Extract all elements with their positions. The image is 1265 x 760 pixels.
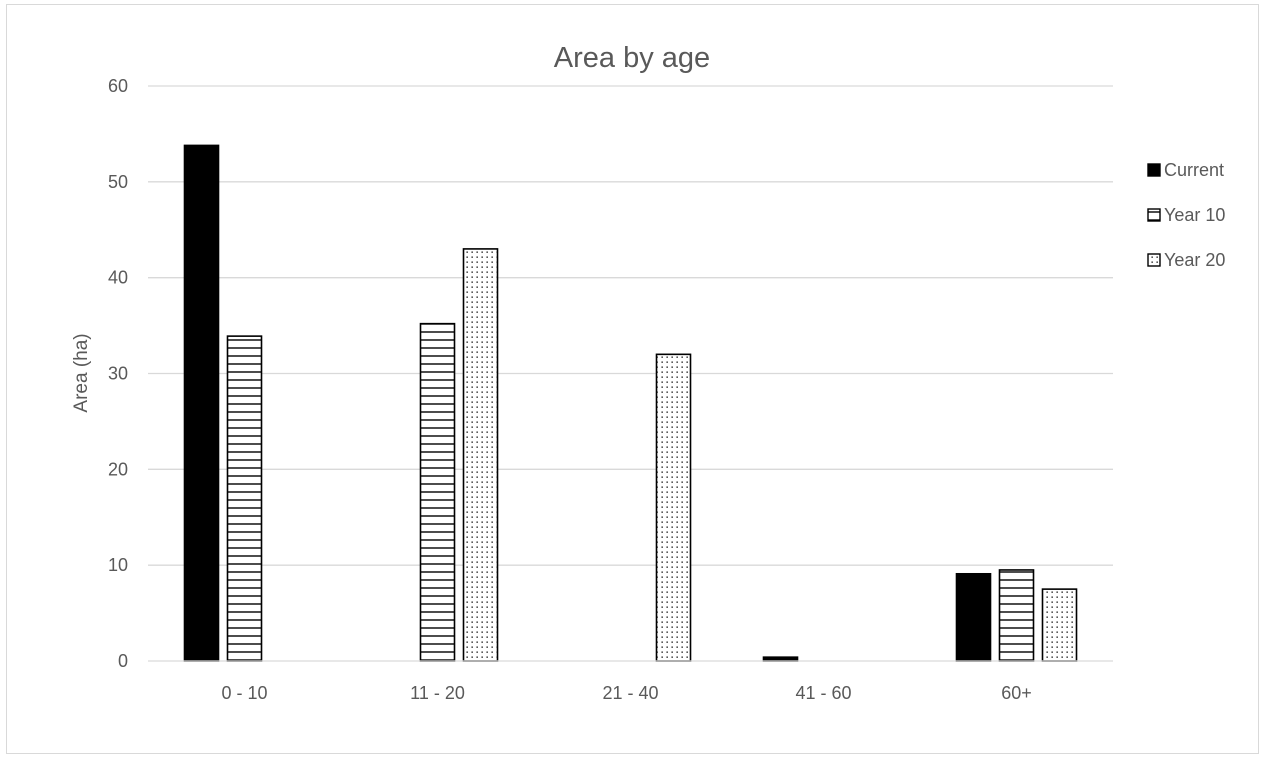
y-tick-label: 30 xyxy=(108,364,128,384)
x-tick-label: 41 - 60 xyxy=(795,683,851,703)
legend-label: Year 10 xyxy=(1164,205,1225,225)
bar-year-20 xyxy=(1041,588,1078,662)
bars xyxy=(183,144,1078,662)
bar-year-10 xyxy=(419,322,456,662)
bar-year-10 xyxy=(998,569,1035,662)
chart-title: Area by age xyxy=(554,42,710,74)
x-tick-label: 21 - 40 xyxy=(602,683,658,703)
legend-swatch xyxy=(1147,163,1161,177)
y-tick-label: 50 xyxy=(108,172,128,192)
bar-year-20 xyxy=(462,248,499,662)
x-tick-label: 0 - 10 xyxy=(221,683,267,703)
bar-current xyxy=(955,572,992,662)
legend-swatch xyxy=(1147,253,1161,267)
legend-label: Current xyxy=(1164,160,1224,180)
y-axis-label: Area (ha) xyxy=(71,333,92,412)
gridlines xyxy=(148,85,1113,566)
y-tick-label: 0 xyxy=(118,651,128,671)
legend-label: Year 20 xyxy=(1164,250,1225,270)
x-axis-ticks: 0 - 10 11 - 20 21 - 40 41 - 60 60+ xyxy=(221,683,1031,703)
y-tick-label: 60 xyxy=(108,76,128,96)
y-tick-label: 10 xyxy=(108,555,128,575)
x-tick-label: 11 - 20 xyxy=(410,683,465,703)
legend: Current Year 10 Year 20 xyxy=(1147,160,1225,270)
y-tick-label: 40 xyxy=(108,268,128,288)
bar-year-20 xyxy=(655,353,692,662)
y-axis-ticks: 0 10 20 30 40 50 60 xyxy=(108,76,128,671)
legend-swatch xyxy=(1147,208,1161,222)
x-tick-label: 60+ xyxy=(1001,683,1032,703)
y-tick-label: 20 xyxy=(108,459,128,479)
bar-current xyxy=(183,144,220,662)
bar-year-10 xyxy=(226,335,263,662)
